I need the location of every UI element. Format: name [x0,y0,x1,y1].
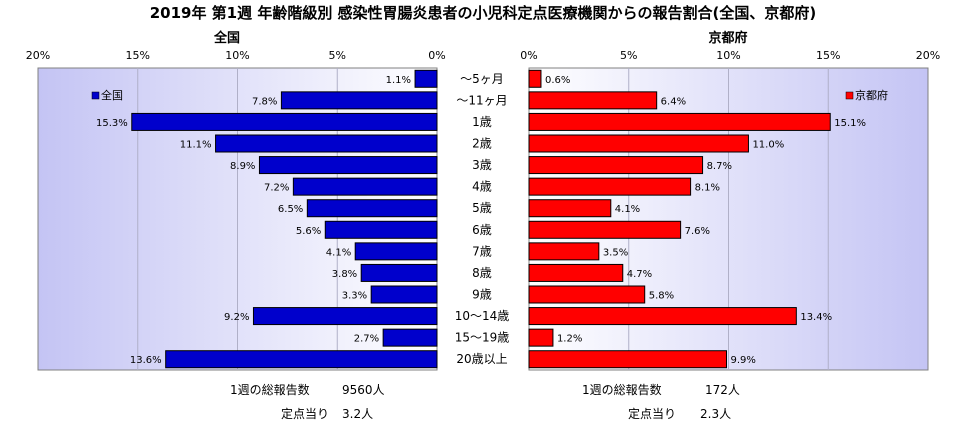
left-data-label: 3.8% [332,269,357,280]
right-per-value: 2.3人 [700,407,731,421]
chart-title: 2019年 第1週 年齢階級別 感染性胃腸炎患者の小児科定点医療機関からの報告割… [150,4,817,22]
left-bar [382,328,438,347]
left-data-label: 11.1% [180,140,212,151]
left-bar [370,285,438,304]
right-bar [528,263,624,282]
left-data-label: 7.8% [252,96,277,107]
right-data-label: 11.0% [752,140,784,151]
right-bar [528,285,646,304]
right-per-label: 定点当り [628,406,676,421]
right-data-label: 3.5% [603,247,628,258]
left-bar [306,199,438,218]
left-plot-area: 0% 5% 10% 15% 20% 1.1% 7.8% 15.3% 11.1% 8.9% 7.2% 6… [26,49,446,371]
right-data-label: 9.9% [731,355,756,366]
right-x-tick-label: 0% [520,49,537,62]
right-plot-area: 0% 5% 10% 15% 20% 0.6% 6.4% 15.1% 11.0% 8.7% 8.1% 4… [520,49,940,371]
left-bar [165,350,438,369]
left-per-value: 3.2人 [342,407,373,421]
left-data-label: 4.1% [326,247,351,258]
right-bar [528,156,704,175]
right-bar [528,134,749,153]
left-bar [292,177,438,196]
right-data-label: 13.4% [800,312,832,323]
right-data-label: 1.2% [557,334,582,345]
category-label: ～11ヶ月 [456,93,507,107]
left-data-label: 6.5% [278,204,303,215]
left-data-label: 9.2% [224,312,249,323]
right-data-label: 4.1% [615,204,640,215]
right-legend-swatch [845,91,854,100]
category-label: 20歳以上 [456,352,507,366]
right-bar [528,69,542,88]
right-bar [528,350,728,369]
right-data-label: 4.7% [627,269,652,280]
right-data-label: 0.6% [545,75,570,86]
left-data-label: 7.2% [264,183,289,194]
category-label: ～5ヶ月 [460,72,504,86]
left-total-label: 1週の総報告数 [230,382,310,397]
left-bar [324,220,438,239]
right-x-tick-label: 5% [620,49,637,62]
left-data-label: 1.1% [386,75,411,86]
right-bar [528,177,692,196]
left-bar [280,91,438,110]
left-data-label: 5.6% [296,226,321,237]
right-data-label: 8.1% [695,183,720,194]
category-label: 6歳 [472,223,492,237]
left-bar [360,263,438,282]
right-bar [528,112,831,131]
right-bar [528,220,682,239]
left-x-tick-label: 15% [126,49,150,62]
category-label: 10～14歳 [455,309,510,323]
right-x-tick-label: 20% [916,49,940,62]
left-bar [354,242,438,261]
left-per-label: 定点当り [281,406,329,421]
right-bar [528,199,612,218]
right-data-label: 7.6% [685,226,710,237]
left-data-label: 15.3% [96,118,128,129]
right-bar [528,328,554,347]
right-x-tick-label: 15% [816,49,840,62]
category-label: 3歳 [472,158,492,172]
right-legend-label: 京都府 [855,88,888,102]
category-label: 7歳 [472,244,492,258]
left-bar [215,134,438,153]
left-bar [131,112,438,131]
right-data-label: 15.1% [834,118,866,129]
left-total-value: 9560人 [342,383,385,397]
right-data-label: 5.8% [649,291,674,302]
left-x-tick-label: 5% [329,49,346,62]
category-label: 5歳 [472,201,492,215]
left-data-label: 3.3% [342,291,367,302]
left-legend-swatch [91,91,100,100]
left-bar [252,307,438,326]
category-label: 1歳 [472,115,492,129]
right-x-tick-label: 10% [716,49,740,62]
left-x-tick-label: 20% [26,49,50,62]
category-label: 8歳 [472,266,492,280]
right-bar [528,242,600,261]
left-legend-label: 全国 [101,88,123,102]
left-x-tick-label: 0% [428,49,445,62]
category-label: 15～19歳 [455,331,510,345]
right-total-label: 1週の総報告数 [582,382,662,397]
left-x-tick-label: 10% [225,49,249,62]
right-data-label: 8.7% [707,161,732,172]
left-data-label: 13.6% [130,355,162,366]
category-label: 4歳 [472,180,492,194]
right-chart-subtitle: 京都府 [708,30,747,46]
category-labels: ～5ヶ月 ～11ヶ月 1歳 2歳 3歳 4歳 5歳 6歳 7歳 8歳 9歳 10～14歳 15～19歳 2… [455,72,510,366]
left-bar [414,69,438,88]
right-data-label: 6.4% [661,96,686,107]
category-label: 9歳 [472,288,492,302]
left-chart-subtitle: 全国 [213,30,240,46]
category-label: 2歳 [472,137,492,151]
left-bar [258,156,438,175]
left-data-label: 2.7% [354,334,379,345]
left-data-label: 8.9% [230,161,255,172]
right-bar [528,91,658,110]
right-bar [528,307,797,326]
right-total-value: 172人 [705,383,740,397]
